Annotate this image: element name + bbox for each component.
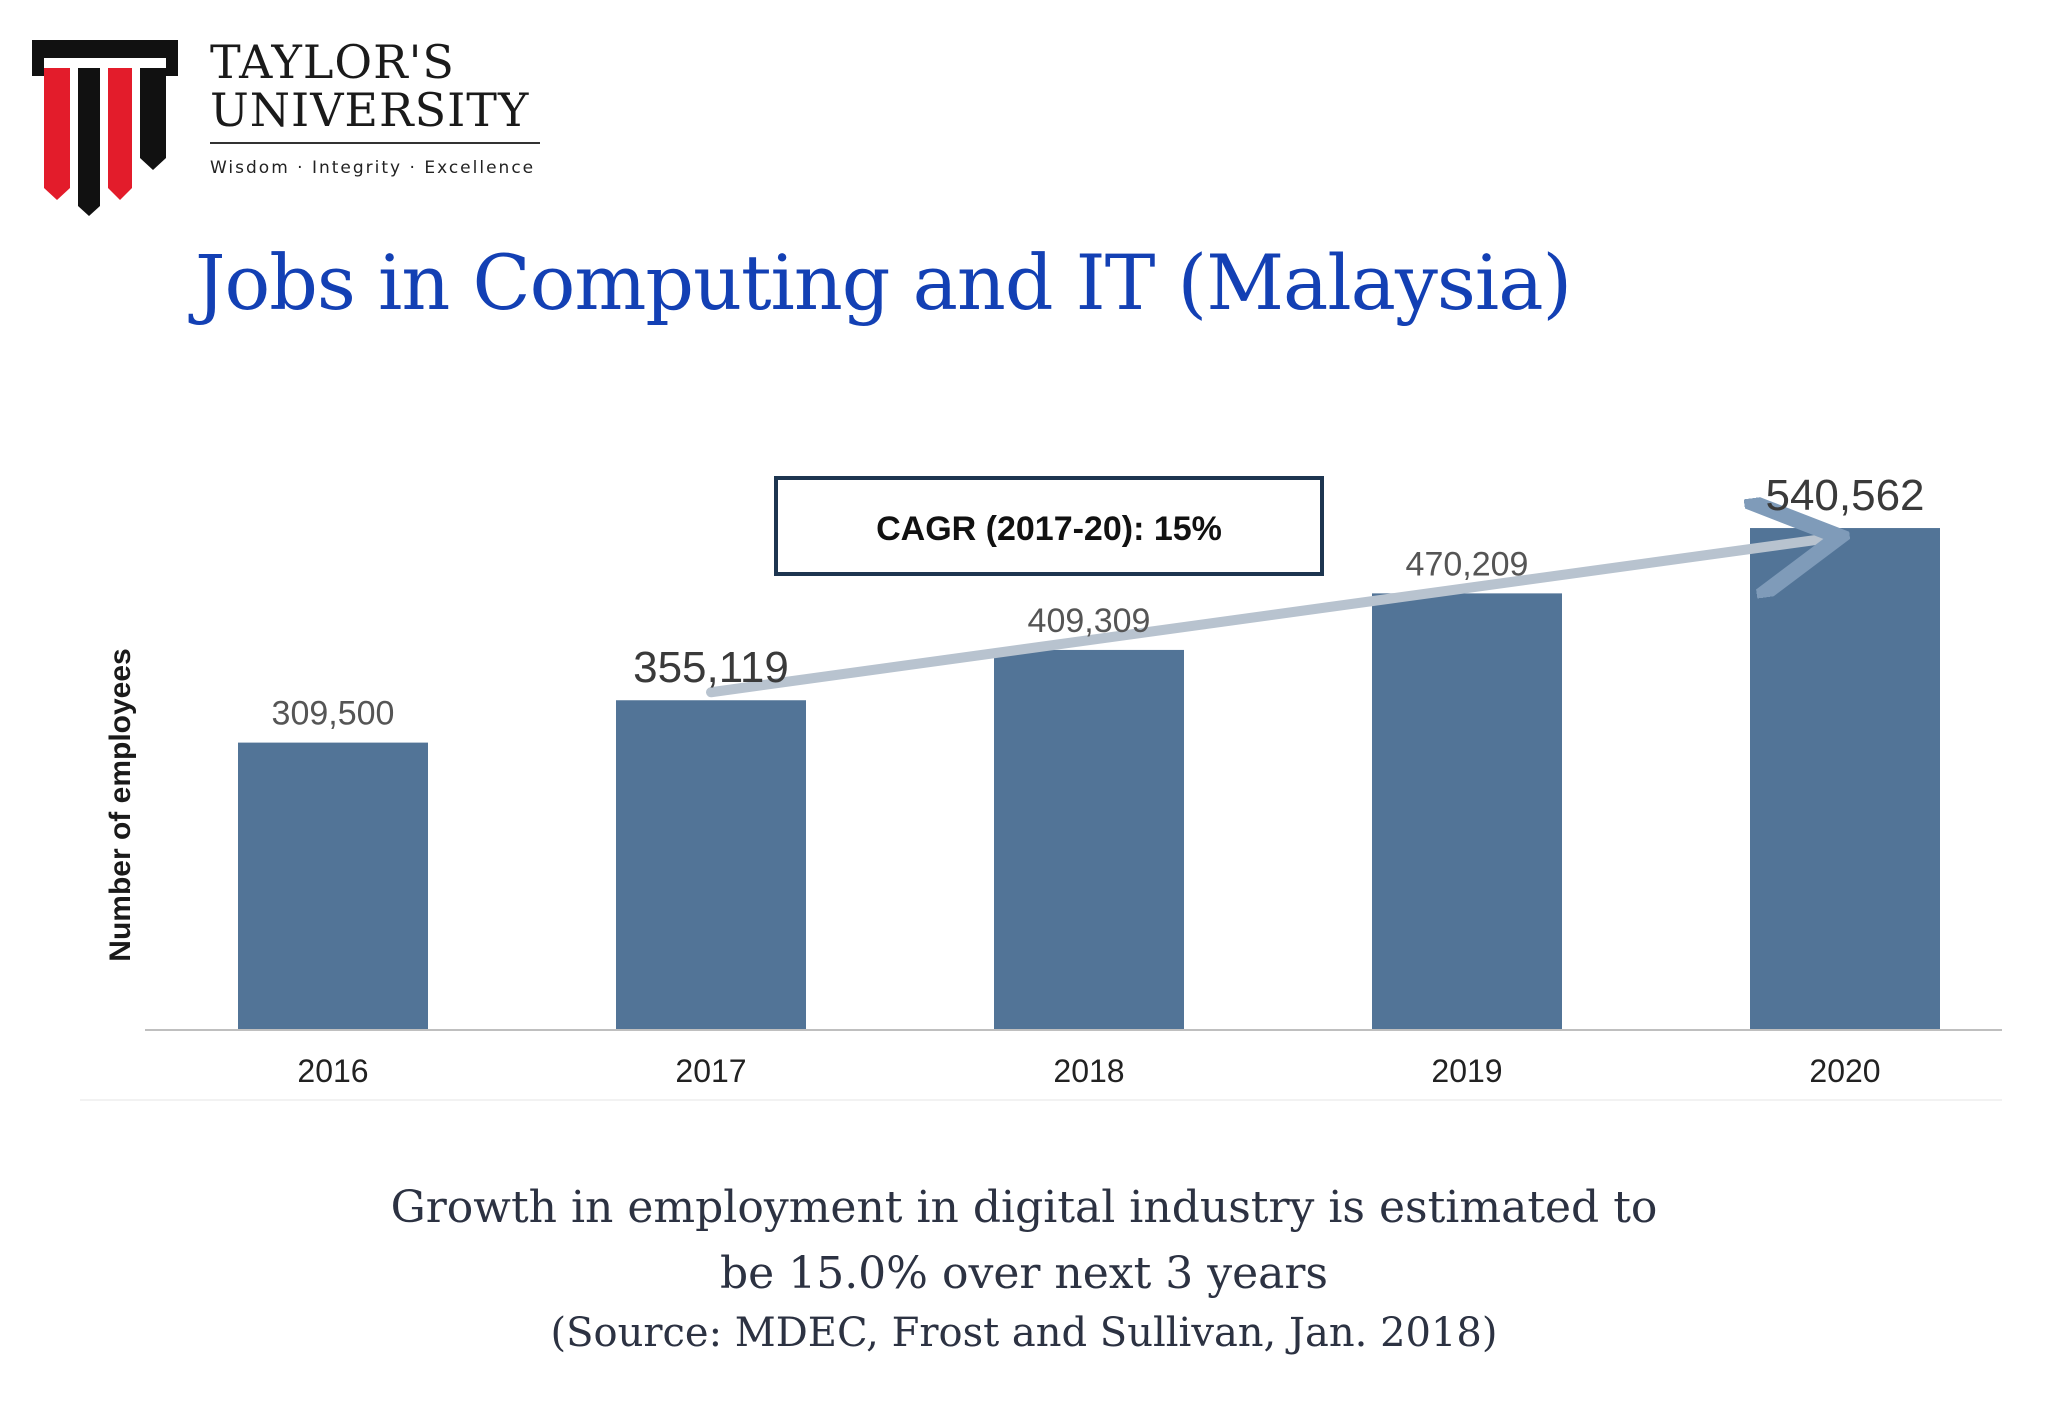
value-label-2017: 355,119 bbox=[633, 643, 789, 692]
value-label-2018: 409,309 bbox=[1028, 602, 1151, 640]
category-label-2020: 2020 bbox=[1809, 1053, 1880, 1089]
bar-2018 bbox=[994, 649, 1184, 1030]
university-logo: TAYLOR'S UNIVERSITY Wisdom · Integrity ·… bbox=[30, 38, 550, 218]
cagr-annotation-text: CAGR (2017-20): 15% bbox=[876, 510, 1222, 548]
cagr-trend-arrow bbox=[706, 538, 1830, 698]
logo-emblem-frame bbox=[32, 40, 178, 76]
category-label-2016: 2016 bbox=[297, 1053, 368, 1089]
cagr-annotation: CAGR (2017-20): 15% bbox=[774, 476, 1324, 576]
logo-emblem-stripe-3 bbox=[108, 68, 132, 200]
cagr-annotation-box bbox=[774, 476, 1324, 576]
bar-chart: 309,500 2016 355,119 2017 409,309 2018 470,209… bbox=[80, 471, 2002, 1101]
logo-name-line1: TAYLOR'S bbox=[210, 35, 455, 89]
caption-line-1: Growth in employment in digital industry… bbox=[390, 1182, 1658, 1233]
category-label-2017: 2017 bbox=[675, 1053, 746, 1089]
logo-tagline: Wisdom · Integrity · Excellence bbox=[210, 158, 536, 178]
logo-emblem-stripe-1 bbox=[44, 68, 70, 200]
category-label-2018: 2018 bbox=[1053, 1053, 1124, 1089]
caption-source: (Source: MDEC, Frost and Sullivan, Jan. … bbox=[550, 1310, 1498, 1356]
bar-2017 bbox=[616, 700, 806, 1030]
bar-2016 bbox=[238, 742, 428, 1030]
bars-layer bbox=[238, 528, 1940, 1030]
value-label-2016: 309,500 bbox=[272, 695, 395, 733]
bar-2019 bbox=[1372, 593, 1562, 1030]
logo-name-line2: UNIVERSITY bbox=[210, 83, 530, 137]
category-label-2019: 2019 bbox=[1431, 1053, 1502, 1089]
logo-emblem-stripe-2 bbox=[78, 68, 100, 216]
value-label-2019: 470,209 bbox=[1406, 545, 1529, 583]
logo-name: TAYLOR'S UNIVERSITY bbox=[210, 38, 529, 134]
logo-emblem bbox=[32, 40, 178, 216]
value-label-2020: 540,562 bbox=[1765, 471, 1924, 520]
page-title: Jobs in Computing and IT (Malaysia) bbox=[195, 238, 1572, 327]
bar-2020 bbox=[1750, 528, 1940, 1030]
y-axis-label: Number of employees bbox=[104, 648, 137, 961]
logo-divider bbox=[210, 142, 540, 144]
logo-emblem-stripe-4 bbox=[140, 68, 166, 170]
caption-line-2: be 15.0% over next 3 years bbox=[720, 1248, 1328, 1299]
labels-layer: 309,500 2016 355,119 2017 409,309 2018 470,209… bbox=[272, 471, 1925, 1089]
